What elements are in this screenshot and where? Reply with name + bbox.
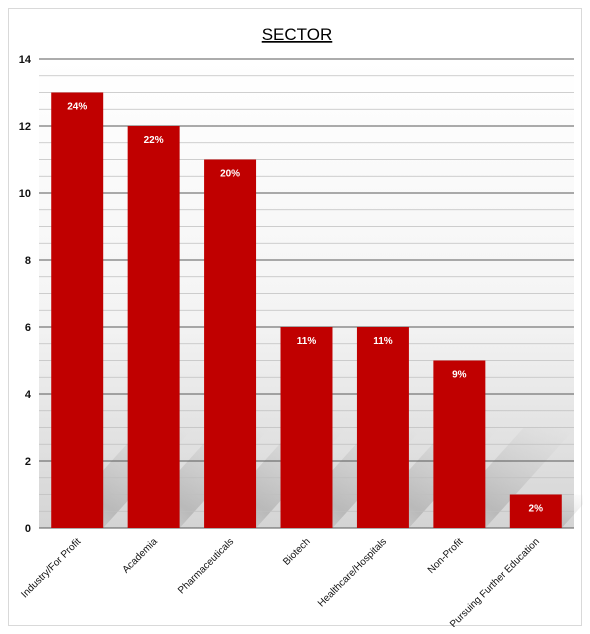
y-tick-label: 10 — [19, 188, 31, 200]
y-tick-label: 0 — [25, 523, 31, 535]
y-tick-label: 2 — [25, 456, 31, 468]
x-tick-label: Academia — [121, 536, 161, 576]
x-tick-label: Industry/For Profit — [19, 536, 83, 600]
bar — [509, 494, 562, 528]
bar — [127, 126, 180, 528]
x-tick-label: Pursuing Further Education — [448, 536, 542, 627]
bars: 24% 22% 20% 11% 11% 9% 2% — [51, 92, 562, 528]
x-tick-label: Healthcare/Hospitals — [316, 536, 389, 609]
y-axis-ticks: 0 2 4 6 8 10 12 14 — [19, 54, 32, 535]
data-label: 20% — [220, 169, 240, 180]
y-tick-label: 4 — [25, 389, 32, 401]
bar — [356, 327, 409, 528]
bar — [280, 327, 333, 528]
bar-chart: SECTOR 24% 22% 20% 11% 11% 9% 2% 0 2 4 6 8 10 12 14 I… — [19, 25, 583, 627]
data-label: 11% — [297, 336, 317, 347]
x-tick-label: Pharmaceuticals — [176, 536, 236, 596]
x-tick-label: Biotech — [281, 536, 312, 567]
y-tick-label: 8 — [25, 255, 31, 267]
data-label: 9% — [452, 370, 467, 381]
data-label: 11% — [373, 336, 393, 347]
data-label: 2% — [529, 504, 544, 515]
bar — [433, 360, 486, 528]
y-tick-label: 14 — [19, 54, 32, 66]
y-tick-label: 12 — [19, 121, 31, 133]
y-tick-label: 6 — [25, 322, 31, 334]
x-tick-label: Non-Profit — [426, 536, 466, 576]
bar — [51, 92, 104, 528]
x-axis-ticks: Industry/For Profit Academia Pharmaceutica… — [19, 536, 542, 627]
data-label: 22% — [144, 135, 164, 146]
chart-container: SECTOR 24% 22% 20% 11% 11% 9% 2% 0 2 4 6 8 10 12 14 I… — [8, 8, 583, 627]
bar — [204, 159, 257, 528]
data-label: 24% — [67, 102, 87, 113]
chart-title: SECTOR — [262, 25, 333, 44]
